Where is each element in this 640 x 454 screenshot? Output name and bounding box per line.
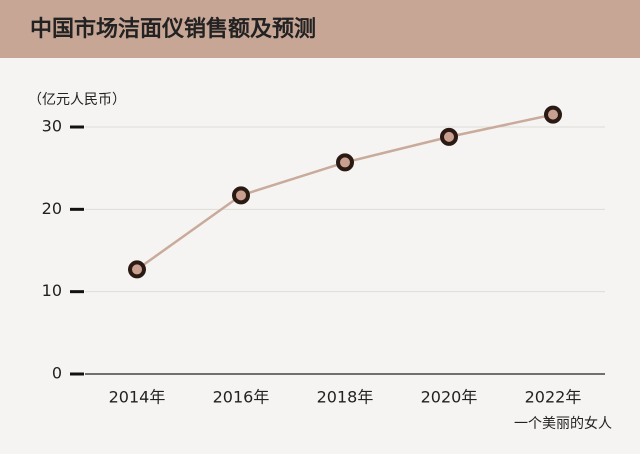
watermark: 一个美丽的女人 — [514, 415, 612, 432]
y-tick-label: 0 — [52, 364, 62, 383]
x-tick-label: 2018年 — [317, 388, 374, 407]
x-tick-label: 2020年 — [421, 388, 478, 407]
marker — [128, 260, 146, 279]
x-tick-label: 2022年 — [525, 388, 582, 407]
y-tick-label: 10 — [42, 281, 62, 300]
x-tick-label: 2014年 — [109, 388, 166, 407]
marker — [544, 105, 562, 124]
unit-label: （亿元人民币） — [28, 92, 126, 108]
chart-title: 中国市场洁面仪销售额及预测 — [30, 16, 316, 42]
line — [136, 113, 554, 271]
x-tick-label: 2016年 — [213, 388, 270, 407]
y-tick-label: 30 — [42, 117, 62, 136]
marker — [232, 186, 250, 205]
y-tick-label: 20 — [42, 199, 62, 218]
marker — [336, 153, 354, 172]
title-banner — [0, 0, 640, 58]
marker — [440, 127, 458, 146]
